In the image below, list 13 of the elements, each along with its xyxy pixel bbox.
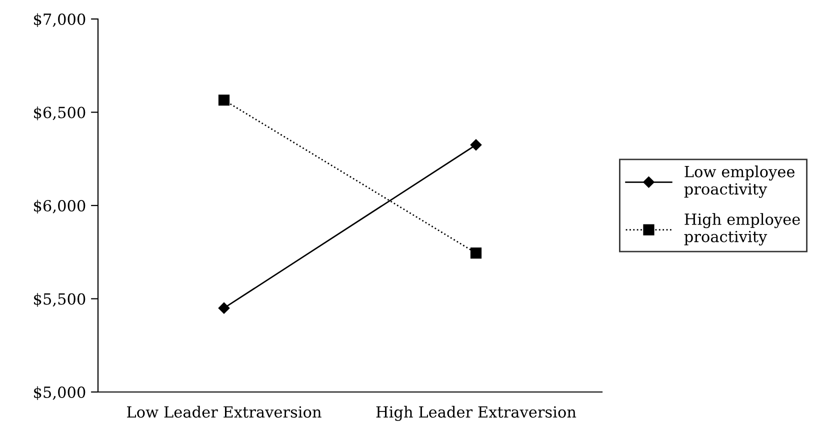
x-tick-label: Low Leader Extraversion xyxy=(127,406,322,418)
y-tick-label: $6,000 xyxy=(34,200,86,214)
point xyxy=(218,94,230,106)
point xyxy=(470,139,482,150)
legend-label: Low employee proactivity xyxy=(684,166,795,198)
x-tick-label: High Leader Extraversion xyxy=(376,406,576,421)
point xyxy=(470,248,482,259)
legend-label: High employee proactivity xyxy=(684,213,800,246)
y-tick-label: $6,500 xyxy=(34,106,86,120)
y-tick-label: $5,500 xyxy=(34,292,86,307)
point xyxy=(218,302,230,314)
y-tick-label: $7,000 xyxy=(34,13,86,28)
y-tick-label: $5,000 xyxy=(34,386,86,400)
